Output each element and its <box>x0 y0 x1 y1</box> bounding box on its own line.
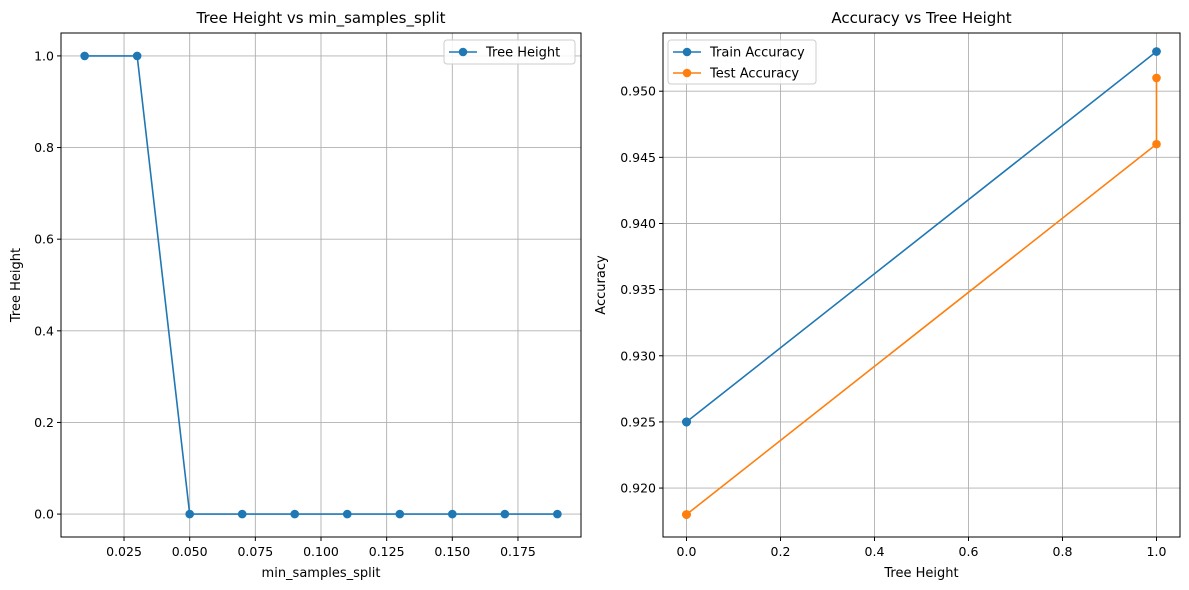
legend-box <box>443 39 576 65</box>
y-axis-label: Tree Height <box>9 248 24 323</box>
data-point-tree-height <box>553 509 562 519</box>
x-axis-label: min_samples_split <box>262 566 381 581</box>
x-tick-label: 0.025 <box>106 544 142 559</box>
x-tick-label: 0.125 <box>369 544 405 559</box>
legend-label-tree-height: Tree Height <box>485 46 560 61</box>
data-point-train-accuracy <box>1152 47 1161 56</box>
x-tick-label: 0.175 <box>500 544 536 559</box>
data-point-tree-height <box>342 509 352 519</box>
x-tick-label: 0.2 <box>771 544 791 559</box>
chart-title: Tree Height vs min_samples_split <box>195 9 445 28</box>
y-tick-label: 0.0 <box>34 507 54 522</box>
x-tick-label: 0.6 <box>959 544 979 559</box>
series-line-train-accuracy <box>686 50 1157 423</box>
y-tick-label: 0.945 <box>620 150 656 165</box>
legend: Tree Height <box>443 39 576 65</box>
legend-label-train-accuracy: Train Accuracy <box>709 46 805 61</box>
data-point-test-accuracy <box>1152 73 1161 83</box>
y-tick-label: 0.925 <box>620 414 656 429</box>
x-tick-label: 0.0 <box>677 544 697 559</box>
legend-label-test-accuracy: Test Accuracy <box>709 67 799 82</box>
data-point-tree-height <box>132 51 142 61</box>
data-point-tree-height <box>500 509 510 519</box>
axes-frame <box>662 32 1181 538</box>
data-point-tree-height <box>185 509 194 519</box>
data-point-tree-height <box>395 509 405 519</box>
series-line-tree-height <box>84 55 558 515</box>
y-tick-label: 0.6 <box>34 232 54 247</box>
y-tick-label: 0.940 <box>620 216 656 231</box>
legend-marker-train-accuracy <box>682 47 692 57</box>
chart-tree-height-vs-min-samples-split: 0.025 0.050 0.075 0.100 0.125 0.150 0.175 0.0 0.… <box>9 9 582 581</box>
x-axis-label: Tree Height <box>883 566 958 581</box>
legend-marker-tree-height <box>458 47 468 57</box>
x-tick-label: 0.4 <box>865 544 885 559</box>
data-point-test-accuracy <box>682 510 691 519</box>
y-tick-label: 0.935 <box>620 282 656 297</box>
legend-marker-test-accuracy <box>682 68 692 78</box>
data-point-train-accuracy <box>682 417 691 427</box>
axes-frame <box>60 32 582 538</box>
data-point-tree-height <box>80 51 89 61</box>
y-tick-label: 0.920 <box>620 481 656 496</box>
x-tick-label: 1.0 <box>1147 544 1167 559</box>
y-tick-label: 0.2 <box>34 415 54 430</box>
y-tick-label: 0.4 <box>34 323 54 338</box>
x-tick-label: 0.100 <box>303 544 339 559</box>
y-axis-label: Accuracy <box>594 255 609 315</box>
legend-box <box>667 39 817 85</box>
legend: Train Accuracy Test Accuracy <box>667 39 817 85</box>
data-point-test-accuracy <box>1152 139 1161 149</box>
chart-title: Accuracy vs Tree Height <box>831 9 1011 27</box>
data-point-tree-height <box>290 509 300 519</box>
data-point-tree-height <box>237 509 247 519</box>
y-tick-label: 1.0 <box>34 48 54 63</box>
x-tick-label: 0.150 <box>434 544 470 559</box>
y-tick-label: 0.8 <box>34 140 54 155</box>
y-tick-label: 0.930 <box>620 348 656 363</box>
x-tick-label: 0.075 <box>237 544 273 559</box>
x-tick-label: 0.8 <box>1053 544 1073 559</box>
y-tick-label: 0.950 <box>620 84 656 99</box>
x-tick-label: 0.050 <box>172 544 208 559</box>
chart-accuracy-vs-tree-height: 0.0 0.2 0.4 0.6 0.8 1.0 0.920 0.925 0.930 0.935 0.… <box>594 9 1181 581</box>
data-point-tree-height <box>448 509 457 519</box>
